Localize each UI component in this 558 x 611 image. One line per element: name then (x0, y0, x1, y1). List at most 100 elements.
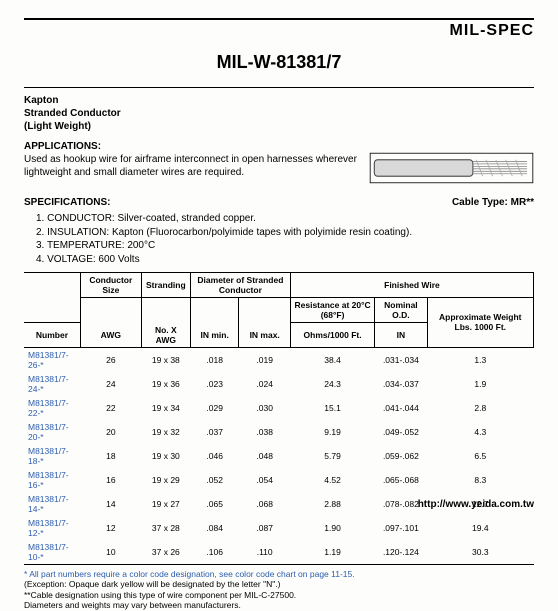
cell-awg: 20 (80, 420, 141, 444)
table-row: M81381/7-22-*2219 x 34.029.03015.1.041-.… (24, 396, 534, 420)
cell-pn: M81381/7-20-* (24, 420, 80, 444)
cell-pn: M81381/7-18-* (24, 444, 80, 468)
cell-inmin: .029 (190, 396, 239, 420)
cell-pn: M81381/7-24-* (24, 372, 80, 396)
cell-stranding: 19 x 36 (141, 372, 190, 396)
table-row: M81381/7-10-*1037 x 26.106.1101.19.120-.… (24, 540, 534, 564)
cell-ohms: 4.52 (290, 468, 374, 492)
cell-weight: 19.4 (427, 516, 533, 540)
cell-ohms: 9.19 (290, 420, 374, 444)
title-rule (24, 87, 534, 88)
th-number-label: Number (24, 323, 80, 348)
cell-od: .041-.044 (375, 396, 427, 420)
th-weight: Approximate Weight Lbs. 1000 Ft. (427, 298, 533, 348)
cell-inmax: .048 (239, 444, 290, 468)
cell-inmax: .110 (239, 540, 290, 564)
cell-awg: 24 (80, 372, 141, 396)
th-ohms: Ohms/1000 Ft. (290, 323, 374, 348)
cell-awg: 16 (80, 468, 141, 492)
cell-awg: 12 (80, 516, 141, 540)
cell-inmin: .084 (190, 516, 239, 540)
cell-stranding: 19 x 34 (141, 396, 190, 420)
cell-awg: 14 (80, 492, 141, 516)
cell-stranding: 19 x 38 (141, 347, 190, 372)
cable-type-label: Cable Type: MR** (452, 197, 534, 208)
cell-weight: 6.5 (427, 444, 533, 468)
cell-awg: 10 (80, 540, 141, 564)
note-1: * All part numbers require a color code … (24, 569, 534, 580)
cell-weight: 30.3 (427, 540, 533, 564)
note-3: **Cable designation using this type of w… (24, 590, 534, 601)
cell-od: .120-.124 (375, 540, 427, 564)
th-resistance: Resistance at 20°C (68°F) (290, 298, 374, 323)
cell-ohms: 24.3 (290, 372, 374, 396)
applications-text: Used as hookup wire for airframe interco… (24, 154, 357, 179)
th-number (24, 273, 80, 323)
th-stranding: Stranding (141, 273, 190, 298)
cell-inmin: .046 (190, 444, 239, 468)
cell-inmin: .052 (190, 468, 239, 492)
table-body: M81381/7-26-*2619 x 38.018.01938.4.031-.… (24, 347, 534, 564)
spec-item: 1. CONDUCTOR: Silver-coated, stranded co… (36, 212, 534, 226)
note-2: (Exception: Opaque dark yellow will be d… (24, 579, 534, 590)
table-row: M81381/7-26-*2619 x 38.018.01938.4.031-.… (24, 347, 534, 372)
cell-stranding: 37 x 28 (141, 516, 190, 540)
cell-weight: 2.8 (427, 396, 533, 420)
cell-weight: 4.3 (427, 420, 533, 444)
th-conductor-size: Conductor Size (80, 273, 141, 298)
page-title: MIL-W-81381/7 (24, 52, 534, 73)
cell-pn: M81381/7-26-* (24, 347, 80, 372)
table-row: M81381/7-18-*1819 x 30.046.0485.79.059-.… (24, 444, 534, 468)
cell-inmax: .087 (239, 516, 290, 540)
subtitle-line: Kapton (24, 94, 534, 107)
cell-ohms: 1.19 (290, 540, 374, 564)
cell-inmin: .023 (190, 372, 239, 396)
cell-stranding: 19 x 32 (141, 420, 190, 444)
spec-item: 3. TEMPERATURE: 200°C (36, 239, 534, 253)
cell-awg: 18 (80, 444, 141, 468)
cell-weight: 1.3 (427, 347, 533, 372)
cell-od: .031-.034 (375, 347, 427, 372)
table-row: M81381/7-20-*2019 x 32.037.0389.19.049-.… (24, 420, 534, 444)
cell-od: .059-.062 (375, 444, 427, 468)
top-rule (24, 18, 534, 20)
cable-illustration (369, 145, 534, 191)
cell-pn: M81381/7-14-* (24, 492, 80, 516)
subtitle-line: (Light Weight) (24, 120, 534, 133)
subtitle-line: Stranded Conductor (24, 107, 534, 120)
cell-stranding: 37 x 26 (141, 540, 190, 564)
cell-ohms: 38.4 (290, 347, 374, 372)
specifications-heading: SPECIFICATIONS: (24, 197, 110, 208)
th-diameter: Diameter of Stranded Conductor (190, 273, 290, 298)
table-row: M81381/7-12-*1237 x 28.084.0871.90.097-.… (24, 516, 534, 540)
cell-ohms: 15.1 (290, 396, 374, 420)
cell-inmin: .106 (190, 540, 239, 564)
specifications-row: SPECIFICATIONS: Cable Type: MR** (24, 197, 534, 210)
table-row: M81381/7-24-*2419 x 36.023.02424.3.034-.… (24, 372, 534, 396)
th-inmax: IN max. (239, 323, 290, 348)
cell-weight: 8.3 (427, 468, 533, 492)
cell-pn: M81381/7-10-* (24, 540, 80, 564)
cell-ohms: 5.79 (290, 444, 374, 468)
cell-od: .097-.101 (375, 516, 427, 540)
cell-stranding: 19 x 30 (141, 444, 190, 468)
cell-inmin: .037 (190, 420, 239, 444)
brand-label: MIL-SPEC (24, 22, 534, 40)
th-inmin: IN min. (190, 323, 239, 348)
cell-pn: M81381/7-16-* (24, 468, 80, 492)
table-row: M81381/7-16-*1619 x 29.052.0544.52.065-.… (24, 468, 534, 492)
cell-od: .034-.037 (375, 372, 427, 396)
th-in: IN (375, 323, 427, 348)
cell-weight: 1.9 (427, 372, 533, 396)
cell-inmax: .024 (239, 372, 290, 396)
cell-inmin: .018 (190, 347, 239, 372)
subtitle-block: Kapton Stranded Conductor (Light Weight) (24, 94, 534, 133)
cell-od: .049-.052 (375, 420, 427, 444)
cell-stranding: 19 x 27 (141, 492, 190, 516)
th-nominal-od: Nominal O.D. (375, 298, 427, 323)
cell-inmax: .038 (239, 420, 290, 444)
cell-inmin: .065 (190, 492, 239, 516)
footnotes: * All part numbers require a color code … (24, 569, 534, 611)
spec-item: 2. INSULATION: Kapton (Fluorocarbon/poly… (36, 226, 534, 240)
spec-item: 4. VOLTAGE: 600 Volts (36, 253, 534, 267)
